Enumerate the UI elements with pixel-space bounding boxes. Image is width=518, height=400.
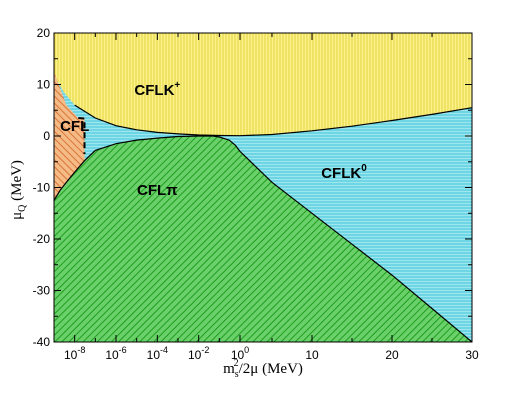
region-label: CFL	[60, 118, 89, 135]
x-tick-label: 10-4	[147, 345, 168, 362]
y-tick-label: -10	[33, 181, 51, 195]
boundary-line-cfl	[78, 117, 86, 154]
region-cflk-plus	[54, 33, 472, 136]
x-tick-label: 10	[305, 348, 319, 362]
region-label: CFLπ	[137, 182, 178, 199]
y-tick-label: 0	[43, 129, 50, 143]
x-tick-label: 100	[231, 345, 249, 362]
x-tick-label: 30	[465, 348, 479, 362]
region-label: CFLK+	[134, 80, 180, 99]
region-label: CFLK0	[321, 163, 367, 182]
x-tick-label: 10-2	[188, 345, 209, 362]
boundary-line-pion	[54, 135, 472, 342]
y-tick-label: 10	[37, 78, 51, 92]
y-tick-label: -20	[33, 232, 51, 246]
y-tick-label: 20	[37, 26, 51, 40]
region-labels: CFLK+ CFLK0 CFLπ CFL	[60, 80, 367, 199]
boundary-line-kplus	[74, 104, 472, 137]
y-tick-label: -30	[33, 284, 51, 298]
x-tick-label: 10-6	[105, 345, 126, 362]
region-cfl	[54, 71, 85, 201]
y-tick-label: -40	[33, 335, 51, 349]
x-tick-label: 20	[385, 348, 399, 362]
region-cfl-pi	[54, 136, 472, 342]
x-tick-label: 10-8	[64, 345, 85, 362]
x-axis-title: ms2/2μ (MeV)	[223, 358, 303, 380]
y-axis-title: μQ (MeV)	[9, 160, 28, 220]
